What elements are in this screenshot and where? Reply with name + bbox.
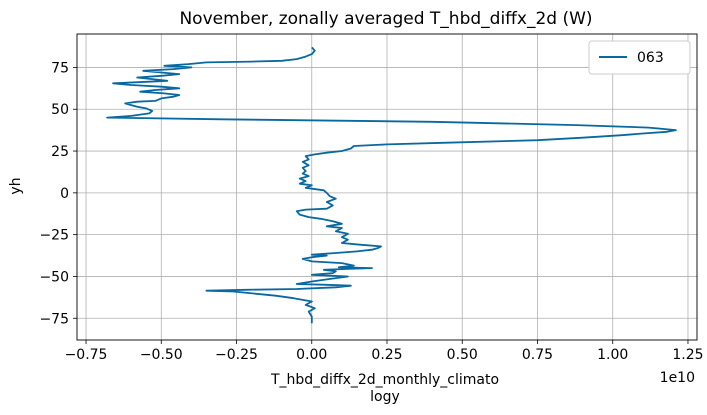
y-tick-label: −50: [39, 269, 69, 285]
x-tick-label: 0.50: [447, 347, 478, 363]
y-tick-label: 0: [60, 186, 69, 202]
x-axis-label-secondary: logy: [370, 389, 400, 405]
x-tick-label: −0.75: [65, 347, 108, 363]
grid-lines: [77, 34, 697, 340]
legend-label-063: 063: [637, 50, 664, 66]
y-axis-label: yh: [8, 177, 24, 194]
x-axis-offset-text: 1e10: [660, 370, 695, 386]
x-axis-ticks: −0.75 −0.50 −0.25 0.00 0.25 0.50 0.75 1.00 1.25: [65, 340, 704, 363]
series-line-063: [106, 46, 677, 324]
plot-lines: [106, 46, 677, 324]
y-tick-label: −25: [39, 228, 69, 244]
y-tick-label: 75: [51, 60, 69, 76]
x-axis-label: T_hbd_diffx_2d_monthly_climato: [270, 372, 499, 388]
x-tick-label: 0.75: [522, 347, 553, 363]
legend-box: [588, 40, 691, 75]
x-tick-label: −0.25: [215, 347, 258, 363]
axes-frame: [76, 33, 698, 341]
x-tick-label: 1.00: [597, 347, 628, 363]
x-tick-label: 0.00: [296, 347, 327, 363]
y-tick-label: −75: [39, 311, 69, 327]
legend: 063: [588, 40, 691, 75]
x-tick-label: 0.25: [371, 347, 402, 363]
x-tick-label: 1.25: [672, 347, 703, 363]
y-tick-label: 50: [51, 102, 69, 118]
x-tick-label: −0.50: [140, 347, 183, 363]
y-axis-ticks: −75 −50 −25 0 25 50 75: [39, 60, 77, 327]
y-tick-label: 25: [51, 144, 69, 160]
chart-title: November, zonally averaged T_hbd_diffx_2…: [179, 9, 592, 29]
